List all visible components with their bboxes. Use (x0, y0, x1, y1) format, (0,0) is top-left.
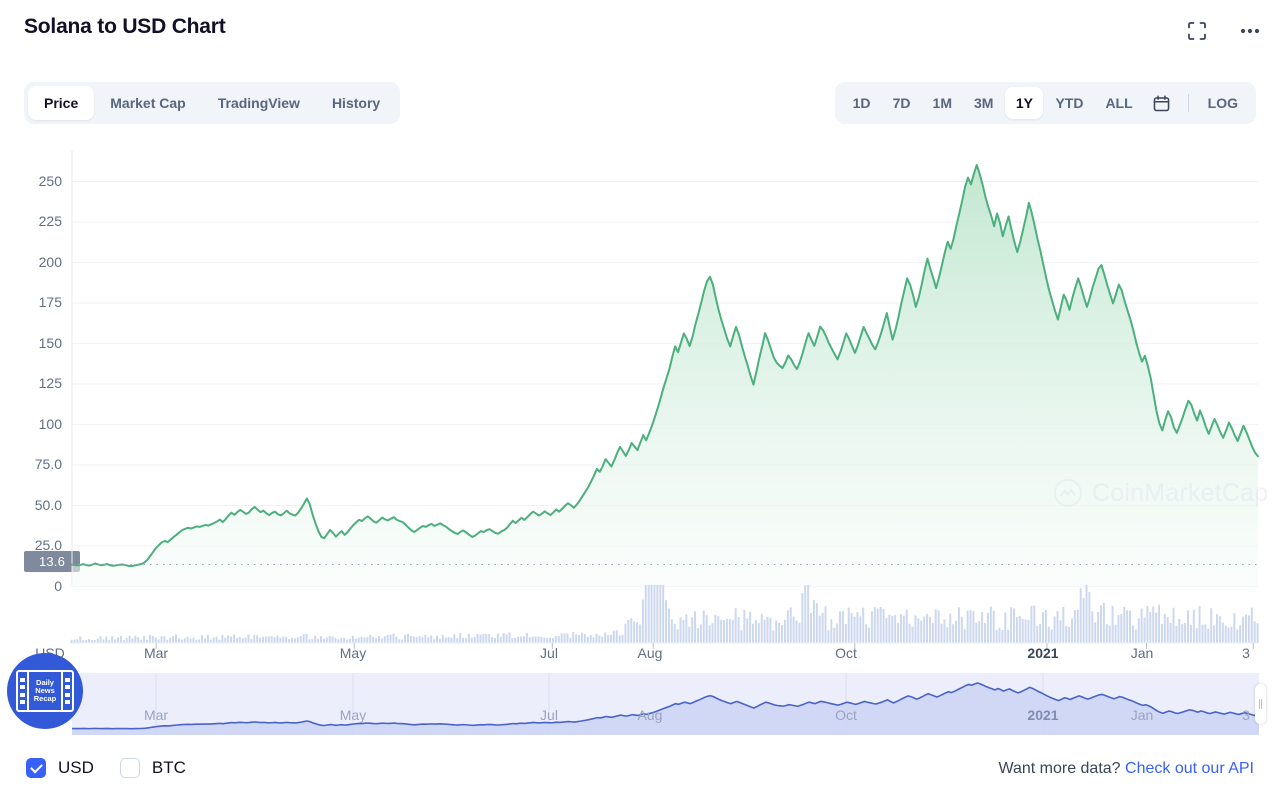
y-axis: 250 225 200 175 150 125 100 75.0 50.0 25… (0, 140, 62, 600)
api-link[interactable]: Check out our API (1125, 760, 1254, 777)
range-divider (1187, 94, 1189, 112)
header-icon-group (1186, 20, 1262, 44)
price-area (72, 164, 1258, 587)
x-tick-may: May (339, 645, 367, 661)
y-tick-175: 175 (38, 294, 62, 310)
page-title: Solana to USD Chart (24, 15, 226, 38)
currency-toggle-btc[interactable]: BTC (119, 758, 186, 778)
chart-footer: USD BTC Want more data? Check out our AP… (0, 748, 1280, 794)
daily-news-recap-logo: Daily News Recap (7, 653, 83, 729)
api-promo: Want more data? Check out our API (998, 760, 1254, 778)
y-tick-225: 225 (38, 213, 62, 229)
y-tick-150: 150 (38, 335, 62, 351)
y-tick-75: 75.0 (34, 456, 62, 472)
range-1m[interactable]: 1M (932, 95, 952, 111)
range-log-toggle[interactable]: LOG (1207, 95, 1238, 111)
daily-news-recap-text: Daily News Recap (27, 672, 63, 710)
x-tick-mar: Mar (143, 645, 169, 661)
handle-grip-line (1258, 699, 1260, 709)
nav-tick-jan: Jan (1130, 707, 1154, 723)
price-chart-svg (70, 150, 1259, 649)
navigator-area (72, 683, 1259, 735)
nav-tick-aug: Aug (637, 707, 663, 723)
chart-header: Solana to USD Chart (0, 0, 1280, 62)
range-1d[interactable]: 1D (852, 95, 871, 111)
logo-line-2: News (35, 686, 55, 695)
logo-line-3: Recap (33, 694, 57, 703)
navigator-handle-right[interactable] (1255, 684, 1266, 724)
x-tick-marks (155, 643, 1254, 649)
nav-tick-2021: 2021 (1027, 707, 1059, 723)
nav-tick-may: May (339, 707, 367, 723)
tab-history[interactable]: History (331, 95, 381, 111)
x-axis-labels: USD Mar May Jul Aug Oct 2021 Jan 3 (0, 645, 1280, 673)
range-all[interactable]: ALL (1105, 95, 1133, 111)
x-tick-2021: 2021 (1027, 645, 1059, 661)
currency-label-btc: BTC (151, 758, 186, 777)
range-navigator[interactable] (72, 673, 1259, 735)
range-7d[interactable]: 7D (892, 95, 911, 111)
price-chart-plot[interactable] (0, 140, 1280, 650)
y-tick-25: 25.0 (34, 537, 62, 553)
nav-tick-oct: Oct (835, 707, 857, 723)
current-price-badge: 13.6 (24, 551, 80, 572)
currency-label-usd: USD (58, 758, 94, 777)
calendar-icon[interactable] (1145, 87, 1179, 119)
y-tick-250: 250 (38, 173, 62, 189)
film-perforations-right (63, 672, 72, 710)
checkbox-usd[interactable] (26, 758, 46, 778)
x-tick-jul: Jul (540, 645, 558, 661)
y-tick-100: 100 (38, 416, 62, 432)
y-tick-0: 0 (54, 578, 62, 594)
x-tick-oct: Oct (835, 645, 857, 661)
checkbox-btc[interactable] (119, 758, 140, 778)
nav-tick-jul: Jul (540, 707, 558, 723)
x-tick-jan: Jan (1130, 645, 1154, 661)
volume-bars (70, 585, 1259, 643)
navigator-svg (72, 673, 1259, 735)
tab-price[interactable]: Price (28, 86, 95, 120)
y-tick-200: 200 (38, 254, 62, 270)
api-prompt-text: Want more data? (998, 760, 1121, 777)
navigator-line (72, 682, 1259, 730)
tab-market-cap[interactable]: Market Cap (110, 95, 186, 111)
x-tick-3: 3 (1242, 645, 1250, 661)
tab-tradingview[interactable]: TradingView (217, 95, 300, 111)
y-tick-50: 50.0 (34, 497, 62, 513)
y-tick-125: 125 (38, 375, 62, 391)
currency-toggle-usd[interactable]: USD (26, 758, 94, 778)
range-ytd[interactable]: YTD (1055, 95, 1084, 111)
handle-grip-line (1261, 699, 1263, 709)
price-line (71, 163, 1259, 568)
fullscreen-icon[interactable] (1186, 20, 1210, 44)
currency-toggle-group: USD BTC (26, 758, 186, 778)
logo-line-1: Daily (36, 678, 54, 687)
range-selector: 1D 7D 1M 3M 1Y YTD ALL LOG (834, 82, 1256, 124)
ellipsis-icon[interactable] (1238, 20, 1262, 44)
film-strip-icon: Daily News Recap (16, 670, 74, 712)
range-1y[interactable]: 1Y (1005, 87, 1044, 119)
x-tick-aug: Aug (637, 645, 663, 661)
film-perforations-left (18, 672, 27, 710)
nav-tick-3: 3 (1242, 707, 1250, 723)
range-3m[interactable]: 3M (973, 95, 994, 111)
nav-tick-mar: Mar (143, 707, 169, 723)
chart-tabs: Price Market Cap TradingView History (24, 82, 401, 124)
